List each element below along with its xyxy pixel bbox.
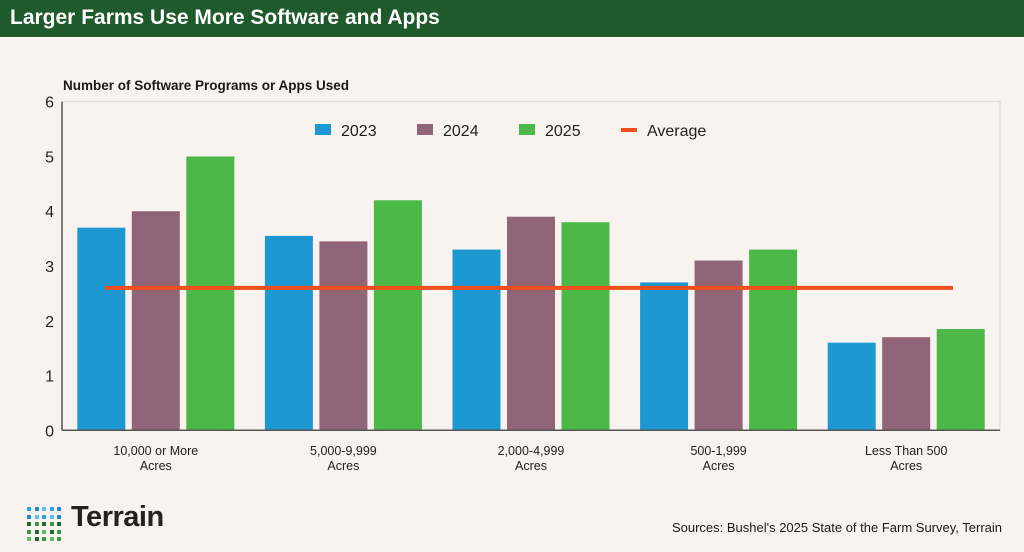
logo-dot bbox=[34, 507, 39, 511]
legend-swatch-2023 bbox=[315, 124, 331, 135]
logo-dot bbox=[34, 537, 39, 541]
y-tick-label: 3 bbox=[45, 259, 54, 276]
bar-2023 bbox=[77, 227, 126, 431]
y-tick-label: 0 bbox=[45, 423, 54, 440]
bar-2025 bbox=[561, 222, 610, 431]
logo-dot bbox=[42, 522, 46, 526]
x-tick-label: Acres bbox=[890, 459, 922, 473]
logo-dot bbox=[49, 529, 54, 534]
legend-label: 2024 bbox=[443, 123, 479, 140]
bar-2024 bbox=[882, 337, 931, 431]
bar-2024 bbox=[319, 241, 368, 431]
x-tick-label: Acres bbox=[140, 459, 172, 473]
logo-dot bbox=[49, 507, 54, 511]
logo-dot bbox=[27, 507, 31, 511]
y-tick-label: 2 bbox=[45, 314, 54, 331]
y-tick-label: 4 bbox=[45, 204, 54, 221]
logo-dot bbox=[34, 514, 39, 519]
logo-dot bbox=[49, 522, 54, 526]
logo-dot bbox=[49, 514, 54, 519]
logo-dot bbox=[27, 529, 31, 534]
bar-2023 bbox=[827, 342, 876, 431]
logo-dot bbox=[42, 507, 46, 511]
x-tick-label: Acres bbox=[703, 459, 735, 473]
logo-dot bbox=[57, 537, 61, 541]
chart-title: Larger Farms Use More Software and Apps bbox=[10, 6, 440, 29]
terrain-logo: Terrain bbox=[27, 501, 207, 543]
bar-2025 bbox=[186, 156, 235, 431]
x-tick-label: Acres bbox=[327, 459, 359, 473]
logo-dots-icon bbox=[27, 507, 61, 541]
bar-2023 bbox=[452, 249, 501, 431]
logo-dot bbox=[34, 529, 39, 534]
logo-dot bbox=[42, 537, 46, 541]
logo-dot bbox=[49, 537, 54, 541]
header-bar: Larger Farms Use More Software and Apps bbox=[0, 0, 1024, 37]
legend-swatch-2025 bbox=[519, 124, 535, 135]
x-tick-label: 10,000 or More bbox=[113, 444, 198, 458]
logo-dot bbox=[57, 514, 61, 519]
bar-2024 bbox=[131, 211, 180, 431]
logo-dot bbox=[57, 522, 61, 526]
bar-2025 bbox=[749, 249, 798, 431]
bar-2025 bbox=[936, 328, 985, 431]
y-axis-label: Number of Software Programs or Apps Used bbox=[63, 78, 350, 93]
logo-dot bbox=[27, 514, 31, 519]
logo-dot bbox=[57, 529, 61, 534]
bar-2023 bbox=[264, 235, 313, 431]
x-tick-label: 2,000-4,999 bbox=[498, 444, 565, 458]
x-tick-label: Acres bbox=[515, 459, 547, 473]
logo-dot bbox=[42, 514, 46, 519]
bar-2023 bbox=[640, 282, 689, 431]
x-tick-label: 5,000-9,999 bbox=[310, 444, 377, 458]
y-tick-label: 1 bbox=[45, 369, 54, 386]
legend-label: 2025 bbox=[545, 123, 581, 140]
y-tick-label: 5 bbox=[45, 149, 54, 166]
x-tick-label: Less Than 500 bbox=[865, 444, 948, 458]
source-note: Sources: Bushel's 2025 State of the Farm… bbox=[671, 520, 1002, 535]
logo-dot bbox=[27, 522, 31, 526]
logo-dot bbox=[34, 522, 39, 526]
x-tick-label: 500-1,999 bbox=[690, 444, 746, 458]
logo-dot bbox=[27, 537, 31, 541]
logo-dot bbox=[57, 507, 61, 511]
bar-2025 bbox=[373, 200, 422, 431]
bar-2024 bbox=[507, 216, 555, 431]
legend-label: 2023 bbox=[341, 123, 377, 140]
y-tick-label: 6 bbox=[45, 95, 54, 112]
legend-swatch-2024 bbox=[417, 124, 433, 135]
logo-dot bbox=[42, 529, 46, 534]
logo-text: Terrain bbox=[71, 501, 164, 533]
legend-label: Average bbox=[647, 123, 706, 140]
